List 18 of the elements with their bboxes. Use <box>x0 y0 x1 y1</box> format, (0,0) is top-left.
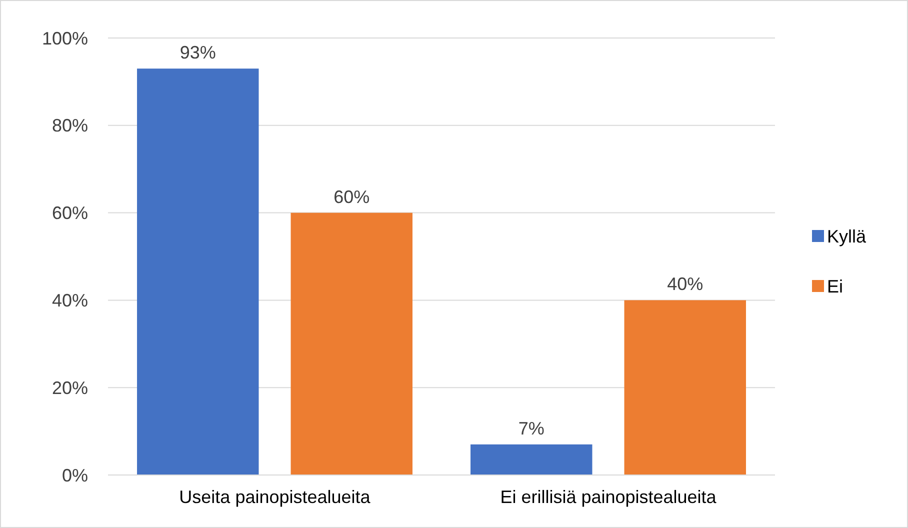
bar <box>290 212 412 475</box>
legend-label: Kyllä <box>827 226 868 246</box>
y-tick-label: 80% <box>52 116 88 136</box>
y-tick-label: 100% <box>42 28 88 48</box>
data-label: 93% <box>180 42 216 63</box>
bar <box>624 300 746 475</box>
data-label: 40% <box>667 274 704 294</box>
y-tick-label: 0% <box>62 465 88 486</box>
bar <box>470 444 592 475</box>
x-tick-label: Ei erillisiä painopistealueita <box>500 487 718 507</box>
y-tick-label: 60% <box>52 203 88 224</box>
x-tick-label: Useita painopistealueita <box>179 487 372 507</box>
y-tick-label: 20% <box>52 378 88 398</box>
bar <box>137 68 259 475</box>
data-label: 7% <box>518 418 544 438</box>
legend-label: Ei <box>827 276 844 296</box>
data-label: 60% <box>334 186 370 207</box>
y-tick-label: 40% <box>52 290 88 310</box>
